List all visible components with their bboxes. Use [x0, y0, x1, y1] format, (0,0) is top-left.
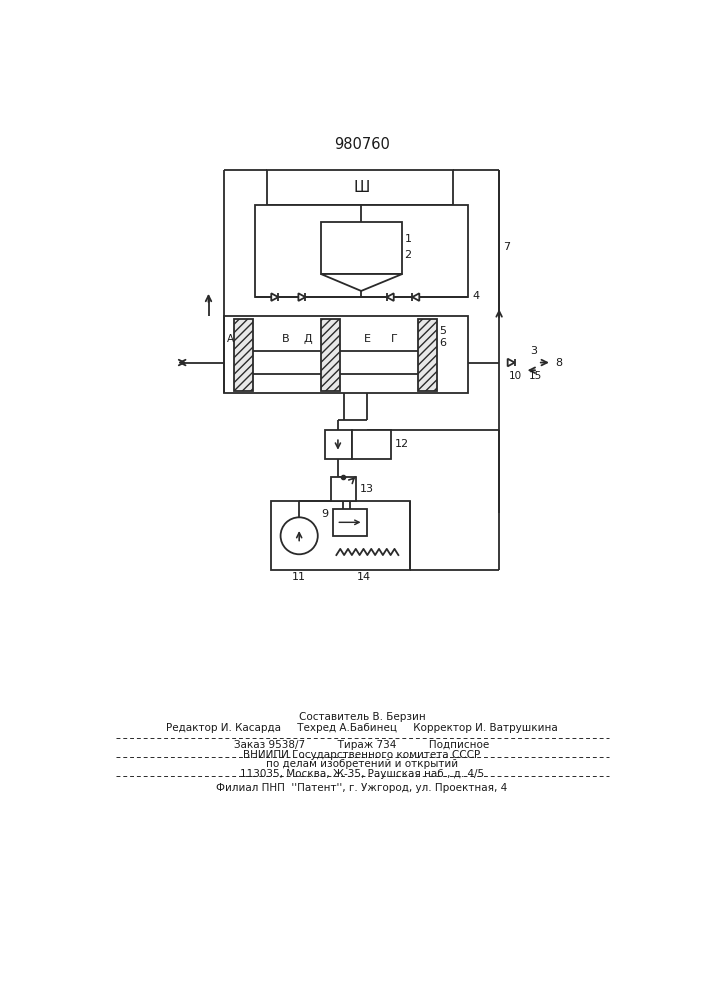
- Text: 15: 15: [529, 371, 542, 381]
- Polygon shape: [271, 293, 279, 301]
- Text: по делам изобретений и открытий: по делам изобретений и открытий: [266, 759, 458, 769]
- Text: 3: 3: [530, 346, 537, 356]
- Text: Е: Е: [364, 334, 371, 344]
- Text: 10: 10: [509, 371, 522, 381]
- Text: 8: 8: [556, 358, 563, 368]
- Bar: [321, 319, 340, 391]
- Text: Ш: Ш: [353, 180, 369, 195]
- Text: 4: 4: [473, 291, 480, 301]
- Text: 113035, Москва, Ж-35, Раушская наб., д. 4/5: 113035, Москва, Ж-35, Раушская наб., д. …: [240, 769, 484, 779]
- Bar: [234, 319, 253, 391]
- Polygon shape: [298, 293, 305, 301]
- Bar: [331, 477, 356, 501]
- Text: Д: Д: [303, 334, 312, 344]
- Text: В: В: [282, 334, 290, 344]
- Bar: [224, 316, 468, 393]
- Polygon shape: [412, 293, 419, 301]
- Text: Составитель В. Берзин: Составитель В. Берзин: [298, 712, 426, 722]
- Text: 5: 5: [440, 326, 446, 336]
- Bar: [321, 222, 402, 274]
- Text: 980760: 980760: [334, 137, 390, 152]
- Polygon shape: [321, 274, 402, 291]
- Text: 6: 6: [440, 338, 446, 348]
- Bar: [255, 205, 468, 297]
- Text: Филиал ПНП  ''Патент'', г. Ужгород, ул. Проектная, 4: Филиал ПНП ''Патент'', г. Ужгород, ул. П…: [216, 783, 508, 793]
- Polygon shape: [387, 293, 394, 301]
- Text: 11: 11: [292, 572, 306, 582]
- Text: ВНИИПИ Государственного комитета СССР: ВНИИПИ Государственного комитета СССР: [243, 750, 481, 760]
- Text: А: А: [227, 334, 234, 344]
- Text: 13: 13: [360, 484, 373, 494]
- Text: Заказ 9538/7          Тираж 734          Подписное: Заказ 9538/7 Тираж 734 Подписное: [234, 740, 489, 750]
- Bar: [418, 319, 437, 391]
- Text: Г: Г: [391, 334, 398, 344]
- Polygon shape: [508, 359, 515, 366]
- Bar: [325, 430, 352, 459]
- Bar: [332, 509, 368, 536]
- Bar: [352, 430, 391, 459]
- Circle shape: [281, 517, 317, 554]
- Text: 7: 7: [503, 242, 510, 252]
- Bar: [267, 170, 452, 205]
- Text: Редактор И. Касарда     Техред А.Бабинец     Корректор И. Ватрушкина: Редактор И. Касарда Техред А.Бабинец Кор…: [166, 723, 558, 733]
- Text: 12: 12: [395, 439, 409, 449]
- Text: 9: 9: [322, 509, 329, 519]
- Text: 2: 2: [404, 250, 411, 260]
- Text: 14: 14: [356, 572, 370, 582]
- Bar: [271, 501, 410, 570]
- Text: 1: 1: [404, 234, 411, 244]
